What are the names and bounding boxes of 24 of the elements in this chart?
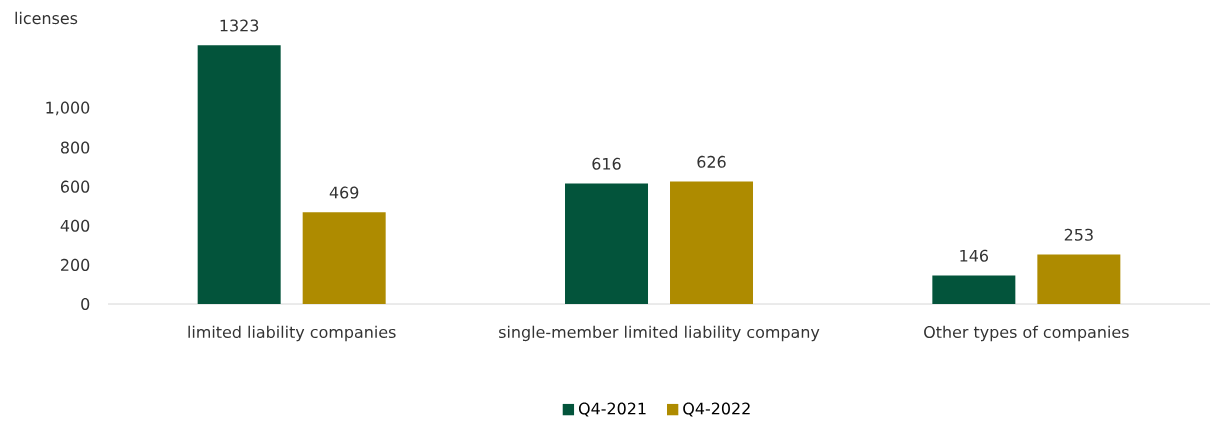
x-tick-label: Other types of companies — [924, 325, 1129, 342]
data-label: 146 — [960, 249, 989, 262]
bar — [197, 45, 281, 304]
bar — [302, 212, 386, 304]
bar — [932, 275, 1016, 304]
legend-label: Q4-2022 — [683, 402, 750, 417]
bar — [670, 181, 754, 304]
bar — [1037, 254, 1121, 304]
data-label: 1323 — [220, 19, 259, 32]
data-label: 253 — [1064, 228, 1093, 241]
y-axis-title: licenses — [15, 11, 78, 25]
y-tick-label: 0 — [81, 297, 90, 311]
y-tick-label: 1,000 — [46, 101, 90, 116]
bar — [565, 183, 649, 304]
y-tick-label: 200 — [61, 258, 90, 271]
data-label: 626 — [697, 155, 726, 168]
y-tick-label: 800 — [60, 141, 90, 154]
x-tick-label: limited liability companies — [188, 325, 396, 342]
y-tick-label: 400 — [60, 219, 90, 232]
data-label: 469 — [329, 186, 359, 199]
y-tick-label: 600 — [60, 180, 90, 193]
data-label: 616 — [592, 157, 621, 170]
legend-label: Q4-2021 — [578, 402, 646, 417]
x-tick-label: single-member limited liability company — [499, 325, 820, 342]
